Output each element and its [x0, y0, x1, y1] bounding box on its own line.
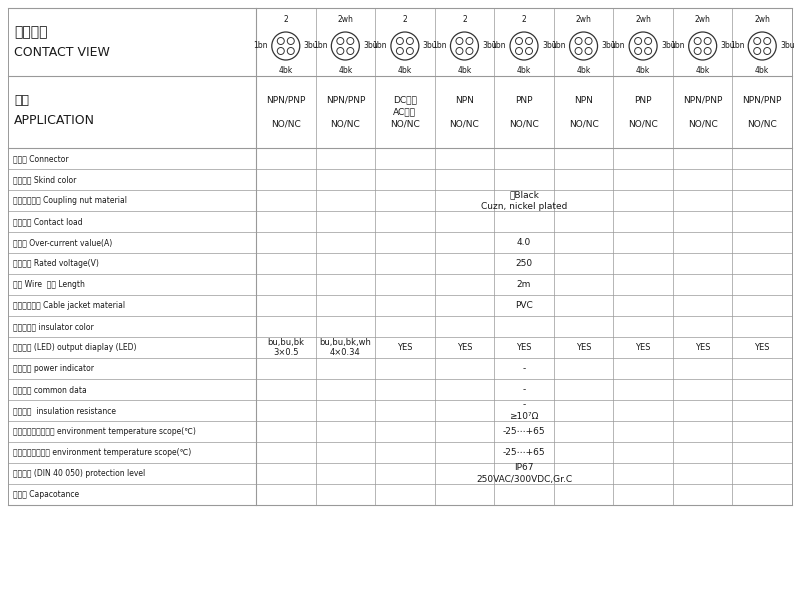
Text: 2: 2: [522, 15, 526, 24]
Text: 额定电压 Rated voltage(V): 额定电压 Rated voltage(V): [13, 259, 99, 268]
Text: 2: 2: [462, 15, 467, 24]
Text: 2: 2: [402, 15, 407, 24]
Text: -25⋯+65: -25⋯+65: [502, 427, 546, 436]
Text: YES: YES: [576, 343, 591, 352]
Text: 3bu: 3bu: [423, 42, 438, 51]
Text: 3bu: 3bu: [721, 42, 735, 51]
Text: 电罆外皮材料 Cable jacket material: 电罆外皮材料 Cable jacket material: [13, 301, 125, 310]
Text: YES: YES: [516, 343, 532, 352]
Text: 环境温度范围电罆 environment temperature scope(℃): 环境温度范围电罆 environment temperature scope(℃…: [13, 448, 191, 457]
Text: YES: YES: [695, 343, 710, 352]
Text: 2wh: 2wh: [635, 15, 651, 24]
Text: -
≥10⁷Ω: - ≥10⁷Ω: [510, 401, 538, 420]
Text: -25⋯+65: -25⋯+65: [502, 448, 546, 457]
Text: 250: 250: [515, 259, 533, 268]
Text: NPN/PNP

NO/NC: NPN/PNP NO/NC: [266, 96, 306, 128]
Text: 绣缘电阱  insulation resistance: 绣缘电阱 insulation resistance: [13, 406, 116, 415]
Text: 1bn: 1bn: [254, 42, 268, 51]
Text: CONTACT VIEW: CONTACT VIEW: [14, 45, 110, 59]
Text: 3bu: 3bu: [363, 42, 378, 51]
Text: 1bn: 1bn: [551, 42, 566, 51]
Text: 3bu: 3bu: [542, 42, 557, 51]
Text: 1bn: 1bn: [372, 42, 387, 51]
Text: 过流値 Over-current value(A): 过流値 Over-current value(A): [13, 238, 112, 247]
Text: PNP

NO/NC: PNP NO/NC: [509, 96, 539, 128]
Text: 接插外形: 接插外形: [14, 25, 47, 39]
Text: DC二线
AC二线
NO/NC: DC二线 AC二线 NO/NC: [390, 96, 420, 128]
Text: YES: YES: [457, 343, 472, 352]
Text: IP67
250VAC/300VDC,Gr.C: IP67 250VAC/300VDC,Gr.C: [476, 463, 572, 484]
Text: 2wh: 2wh: [754, 15, 770, 24]
Text: YES: YES: [397, 343, 413, 352]
Text: 4bk: 4bk: [338, 66, 353, 75]
Text: 4bk: 4bk: [755, 66, 770, 75]
Text: 接触负载 Contact load: 接触负载 Contact load: [13, 217, 82, 226]
Text: 通电指示 power indicator: 通电指示 power indicator: [13, 364, 94, 373]
Text: 3bu: 3bu: [780, 42, 795, 51]
Text: 电罆 Wire  长度 Length: 电罆 Wire 长度 Length: [13, 280, 85, 289]
Text: 3bu: 3bu: [482, 42, 497, 51]
Text: 3bu: 3bu: [661, 42, 676, 51]
Text: YES: YES: [635, 343, 651, 352]
Text: YES: YES: [754, 343, 770, 352]
Text: 1bn: 1bn: [670, 42, 685, 51]
Text: NPN/PNP

NO/NC: NPN/PNP NO/NC: [326, 96, 365, 128]
Text: 2wh: 2wh: [338, 15, 354, 24]
Text: bu,bu,bk,wh
4×0.34: bu,bu,bk,wh 4×0.34: [319, 338, 371, 357]
Text: 防护等级 (DIN 40 050) protection level: 防护等级 (DIN 40 050) protection level: [13, 469, 146, 478]
Text: 1bn: 1bn: [313, 42, 327, 51]
Text: 电容量 Capacotance: 电容量 Capacotance: [13, 490, 79, 499]
Text: 3bu: 3bu: [304, 42, 318, 51]
Text: 4.0: 4.0: [517, 238, 531, 247]
Text: 1bn: 1bn: [730, 42, 744, 51]
Text: 4bk: 4bk: [636, 66, 650, 75]
Text: 4bk: 4bk: [695, 66, 710, 75]
Text: NPN

NO/NC: NPN NO/NC: [569, 96, 598, 128]
Text: 黑Black
Cuzn, nickel plated: 黑Black Cuzn, nickel plated: [481, 190, 567, 211]
Text: -: -: [522, 385, 526, 394]
Text: 应用: 应用: [14, 94, 29, 106]
Text: 接插件 Connector: 接插件 Connector: [13, 154, 69, 163]
Text: -: -: [522, 364, 526, 373]
Text: 连接螺母材料 Coupling nut material: 连接螺母材料 Coupling nut material: [13, 196, 127, 205]
Text: 2m: 2m: [517, 280, 531, 289]
Text: 4bk: 4bk: [577, 66, 590, 75]
Text: APPLICATION: APPLICATION: [14, 113, 95, 127]
Text: 2wh: 2wh: [694, 15, 710, 24]
Text: 4bk: 4bk: [517, 66, 531, 75]
Text: 环境温度范围接插件 environment temperature scope(℃): 环境温度范围接插件 environment temperature scope(…: [13, 427, 196, 436]
Text: 一般数据 common data: 一般数据 common data: [13, 385, 86, 394]
Text: PNP

NO/NC: PNP NO/NC: [628, 96, 658, 128]
Text: 绣缘体颜色 insulator color: 绣缘体颜色 insulator color: [13, 322, 94, 331]
Text: 外套颜色 Skind color: 外套颜色 Skind color: [13, 175, 76, 184]
Text: 1bn: 1bn: [491, 42, 506, 51]
Text: bu,bu,bk
3×0.5: bu,bu,bk 3×0.5: [267, 338, 304, 357]
Text: 4bk: 4bk: [278, 66, 293, 75]
Text: 1bn: 1bn: [432, 42, 446, 51]
Text: 4bk: 4bk: [398, 66, 412, 75]
Text: NPN/PNP

NO/NC: NPN/PNP NO/NC: [742, 96, 782, 128]
Text: 2wh: 2wh: [576, 15, 591, 24]
Text: 输出显示 (LED) output diaplay (LED): 输出显示 (LED) output diaplay (LED): [13, 343, 137, 352]
Text: NPN/PNP

NO/NC: NPN/PNP NO/NC: [683, 96, 722, 128]
Text: 2: 2: [283, 15, 288, 24]
Text: NPN

NO/NC: NPN NO/NC: [450, 96, 479, 128]
Text: 1bn: 1bn: [610, 42, 625, 51]
Text: 4bk: 4bk: [458, 66, 471, 75]
Text: 3bu: 3bu: [602, 42, 616, 51]
Text: PVC: PVC: [515, 301, 533, 310]
